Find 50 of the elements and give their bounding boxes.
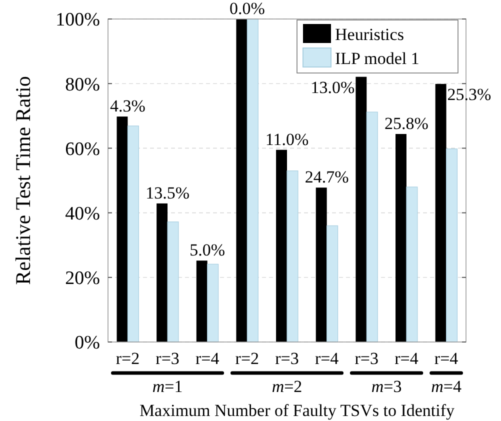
text: 0.0%: [229, 0, 265, 18]
bar: [276, 150, 287, 342]
bar: [246, 18, 258, 342]
y-tick-label: 0%: [74, 332, 100, 354]
x-tick-label: r=3: [354, 349, 379, 368]
bar: [286, 170, 298, 342]
annotation: 24.7%: [304, 168, 349, 187]
annotation: 13.0%: [310, 78, 355, 97]
annotation: 4.3%: [110, 96, 146, 116]
x-axis-title: Maximum Number of Faulty TSVs to Identify: [139, 401, 456, 420]
bar: [156, 203, 168, 342]
bar: [356, 76, 367, 342]
x-tick-label: r=4: [314, 349, 340, 368]
x-tick-label: r=4: [434, 349, 459, 368]
bar: [435, 84, 446, 342]
y-tick-label: 20%: [65, 268, 100, 290]
x-tick-label: r=4: [394, 349, 419, 368]
x-tick-label: r=4: [195, 349, 220, 368]
x-tick-label: r=3: [156, 349, 180, 368]
bar: [196, 260, 208, 342]
text: m=3: [371, 377, 402, 396]
bar: [207, 264, 219, 342]
bar: [116, 116, 128, 342]
bar: [406, 186, 418, 342]
x-tick-label: r=3: [275, 349, 299, 368]
bar: [127, 126, 139, 342]
annotation: 25.3%: [447, 84, 492, 104]
text: m=4: [431, 377, 462, 396]
legend-label: ILP model 1: [335, 48, 420, 68]
annotation: 11.0%: [265, 130, 309, 149]
bar: [316, 188, 327, 342]
legend-label: Heuristics: [335, 24, 404, 44]
y-tick-label: 100%: [56, 10, 100, 31]
x-tick-label: r=2: [235, 349, 260, 368]
annotation: 5.0%: [190, 240, 226, 260]
text: m=1: [152, 377, 183, 396]
y-axis-title: Relative Test Time Ratio: [11, 76, 35, 285]
bar: [446, 148, 458, 342]
bar: [167, 222, 179, 342]
bar: [396, 134, 406, 342]
text: m=2: [272, 377, 302, 396]
y-tick-label: 80%: [65, 74, 100, 96]
annotation: 13.5%: [146, 183, 190, 202]
y-tick-label: 40%: [65, 203, 100, 224]
x-tick-label: r=2: [116, 349, 140, 368]
bar: [236, 19, 248, 342]
bar: [366, 112, 378, 342]
y-tick-label: 60%: [65, 138, 100, 160]
annotation: 25.8%: [384, 114, 428, 133]
bar: [326, 225, 338, 342]
